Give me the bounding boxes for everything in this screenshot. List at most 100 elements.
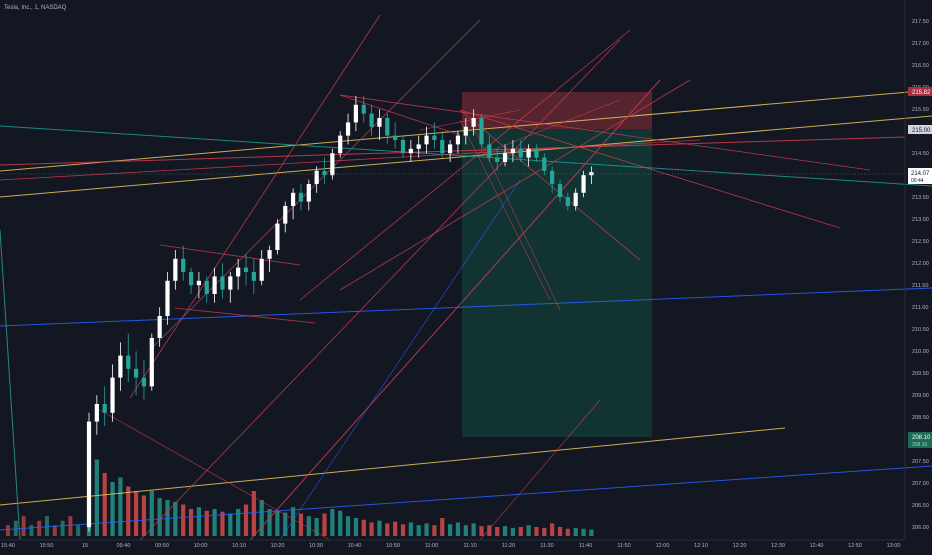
candle-body [377,118,382,127]
volume-bar [13,520,18,536]
current-price-tag: 214.07 00:44 [908,168,932,184]
time-tick-label: 15:40 [1,543,15,549]
trendline[interactable] [139,39,621,541]
volume-bar [173,501,178,536]
candle-body [393,135,398,140]
trendline[interactable] [459,119,551,301]
price-tick-label: 211.00 [912,305,928,311]
time-axis[interactable]: 15:40 15:50 15 09:40 09:50 10:00 10:10 10:20 10:… [1,543,900,549]
time-tick-label: 12:30 [771,543,785,549]
trendline[interactable] [0,427,786,506]
trendline[interactable] [279,179,521,541]
volume-bar [345,516,351,536]
candle-body [526,148,531,158]
volume-bar [502,526,508,536]
volume-bar [196,507,201,536]
trendline[interactable] [0,229,21,541]
price-tick-label: 217.00 [912,41,929,47]
time-tick-label: 09:50 [155,543,169,549]
trendline[interactable] [479,99,621,156]
trendline[interactable] [0,125,932,187]
volume-bar [542,527,547,536]
stop-loss-zone[interactable] [462,92,652,129]
volume-bar [526,525,531,536]
trendline[interactable] [0,287,932,327]
volume-bar [37,520,42,536]
volume-bar [550,523,555,536]
volume-bar [495,527,500,536]
candle-body [173,258,178,281]
volume-bar [52,525,57,536]
candle-body [448,144,453,154]
target-price-label: 208.10 [912,435,931,441]
trendline[interactable] [419,109,521,131]
time-tick-label: 11:20 [502,543,515,549]
trendline[interactable] [459,109,641,261]
volume-bar [251,491,256,536]
candle-body [581,175,586,193]
trendline[interactable] [299,29,631,301]
candle-body [275,223,280,250]
price-tick-label: 211.50 [912,283,928,289]
candle-body [385,118,390,136]
candle-body [424,135,429,145]
price-tick-label: 206.50 [912,503,929,509]
trendline[interactable] [249,79,661,541]
trendline[interactable] [0,136,906,166]
candle-body [291,192,296,206]
trendline[interactable] [459,109,841,229]
candle-body [126,355,131,369]
candle-body [188,272,194,286]
entry-price-label: 215.00 [912,128,931,134]
price-tick-label: 213.00 [912,217,929,223]
trendline[interactable] [339,94,871,171]
volume-bar [581,528,586,536]
take-profit-zone[interactable] [462,129,652,437]
time-tick-label: 13:00 [887,543,901,549]
volume-bar [471,523,476,536]
target-sub-label: 208.10 [912,442,928,448]
countdown-label: 00:44 [911,178,924,184]
trendline[interactable] [99,409,331,541]
trendline[interactable] [339,94,461,136]
trendline[interactable] [339,79,691,291]
time-tick-label: 12:40 [810,543,824,549]
candle-body [86,421,92,528]
symbol-title[interactable]: Tesla, Inc., 1, NASDAQ [4,5,67,11]
candle-body [432,135,437,140]
price-tick-label: 210.50 [912,327,929,333]
time-tick-label: 10:20 [271,543,285,549]
trendline[interactable] [0,465,932,531]
trendline[interactable] [149,19,481,351]
volume-bar [534,527,539,536]
volume-bar [291,507,296,536]
volume-bar [267,509,272,536]
trendline[interactable] [0,139,701,181]
volume-bar [259,500,264,536]
trendline[interactable] [129,14,381,399]
candle-body [502,153,508,162]
candle-body [149,338,154,387]
trendline[interactable] [469,119,561,311]
candle-body [267,250,272,259]
volume-bar [21,516,26,536]
candle-body [102,404,107,413]
time-tick-label: 11:30 [540,543,553,549]
price-tick-label: 207.00 [912,481,929,487]
trendline[interactable] [479,399,601,541]
volume-bar [134,491,139,536]
volume-bar [408,522,413,536]
candle-body [455,135,461,145]
volume-bar [510,527,515,536]
price-tick-label: 212.50 [912,239,929,245]
candle-body [306,184,311,202]
candle-body [565,197,570,206]
volume-bar [369,522,374,536]
candle-body [134,368,139,378]
candle-body [196,280,201,286]
time-tick-label: 15 [82,543,88,549]
trendline[interactable] [174,307,316,324]
trendline-drawings[interactable] [0,14,932,541]
